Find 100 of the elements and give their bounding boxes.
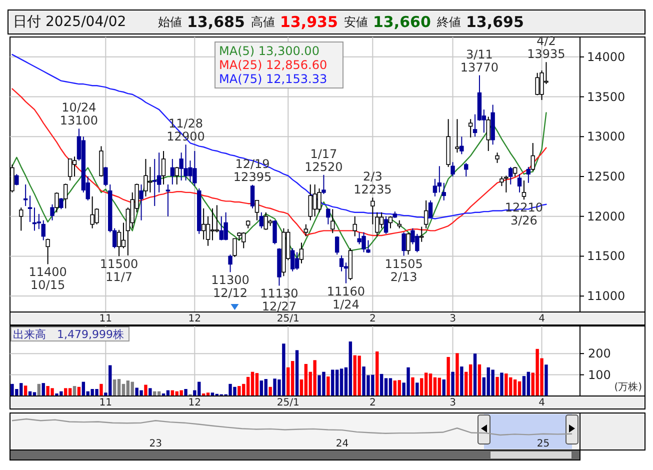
bar: [468, 364, 472, 396]
candlestick: [116, 229, 122, 257]
candlestick: [432, 178, 438, 197]
candlestick: [121, 222, 126, 249]
bar: [416, 382, 419, 396]
candlestick: [344, 262, 348, 284]
candlestick: [36, 213, 42, 230]
bar: [260, 380, 264, 396]
bar: [376, 351, 379, 396]
bar: [388, 378, 392, 396]
annotation: 11130 12/27: [260, 286, 298, 314]
bar: [100, 384, 103, 396]
candlestick: [526, 166, 531, 184]
candlestick: [201, 208, 206, 240]
bar: [255, 373, 259, 396]
candlestick: [370, 197, 375, 225]
x-tick-label: 3: [450, 398, 456, 408]
text: MA(25) 12,856.60: [219, 58, 328, 72]
candlestick: [290, 248, 295, 272]
bar: [438, 378, 442, 396]
x-tick-label: 2: [369, 398, 376, 408]
candlestick: [206, 216, 210, 246]
bar: [504, 374, 508, 396]
candlestick: [530, 142, 535, 172]
annotation: 11400 10/15: [28, 265, 67, 292]
candlestick: [174, 166, 179, 185]
x-tick-label: 11: [99, 314, 112, 324]
bar: [238, 386, 241, 396]
candlestick: [450, 162, 455, 177]
bar: [393, 380, 397, 396]
bar: [398, 380, 401, 396]
text: 始値 13,685: [158, 13, 245, 31]
bar: [184, 389, 188, 396]
candlestick: [352, 216, 357, 237]
x-tick-label: 23: [149, 438, 162, 450]
annotation: 11505 2/13: [384, 256, 423, 284]
bar: [117, 379, 121, 396]
bar: [264, 379, 268, 396]
bar: [522, 376, 526, 396]
bar: [518, 381, 522, 396]
y-tick-label: 14000: [587, 50, 626, 64]
bar: [148, 388, 152, 396]
candlestick: [294, 252, 300, 270]
bar: [268, 386, 272, 396]
y-tick-label: 13000: [587, 130, 626, 144]
bar: [513, 379, 517, 396]
bar: [500, 372, 504, 396]
candlestick: [406, 232, 410, 256]
bar: [250, 372, 254, 396]
bar: [331, 370, 334, 396]
candlestick: [170, 158, 175, 185]
annotation: 11160 1/24: [326, 284, 366, 312]
bar: [326, 376, 330, 396]
annotation: 4/2 13935: [527, 34, 566, 62]
candlestick: [486, 116, 490, 152]
text: 高値 13,935: [251, 13, 338, 31]
bar: [473, 354, 477, 396]
bar: [313, 360, 316, 396]
candlestick: [330, 208, 335, 234]
annotation: 11300 12/12: [211, 273, 250, 300]
text: MA(75) 12,153.33: [219, 72, 328, 86]
text: 終値 13,695: [436, 13, 524, 31]
x-tick-label: 25/1: [276, 398, 300, 408]
candlestick: [250, 184, 255, 209]
bar: [180, 390, 183, 396]
bar: [126, 380, 130, 396]
y-tick-label: 11000: [587, 289, 626, 304]
bar: [433, 377, 437, 396]
candlestick: [442, 182, 446, 201]
x-tick-label: 12: [188, 398, 202, 408]
text: 日付 2025/04/02: [13, 14, 126, 30]
candlestick: [41, 220, 46, 241]
text: 安値 13,660: [344, 13, 431, 31]
bar: [451, 372, 454, 396]
bar: [68, 388, 72, 396]
x-tick-label: 11: [99, 398, 112, 408]
y-tick-label: 200: [588, 346, 611, 361]
candlestick: [495, 152, 500, 164]
candlestick: [64, 183, 68, 209]
bar: [348, 341, 352, 396]
candlestick: [339, 254, 344, 272]
candlestick: [428, 200, 433, 218]
candlestick: [508, 166, 513, 185]
x-tick-label: 25: [536, 438, 550, 450]
candlestick: [375, 212, 380, 237]
candlestick: [228, 254, 232, 273]
annotation: 1/17 12520: [304, 146, 343, 174]
candlestick: [460, 136, 464, 155]
x-tick-label: 4: [538, 398, 545, 408]
y-tick-label: 100: [588, 368, 611, 382]
bar: [446, 356, 450, 396]
bar: [460, 366, 464, 396]
bar: [526, 372, 530, 396]
candlestick: [522, 180, 526, 200]
candlestick: [68, 158, 72, 181]
bar: [358, 356, 361, 396]
bar: [456, 353, 459, 396]
bar: [42, 383, 45, 396]
candlestick: [232, 238, 237, 258]
bar: [424, 372, 428, 396]
